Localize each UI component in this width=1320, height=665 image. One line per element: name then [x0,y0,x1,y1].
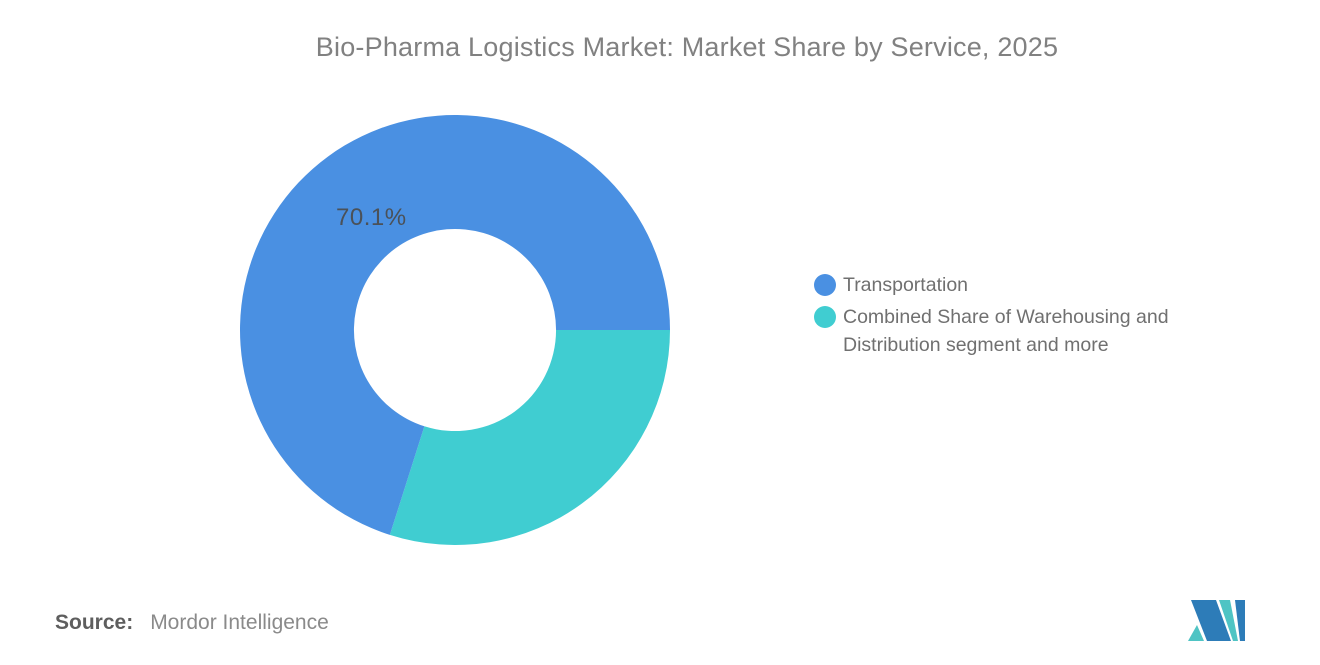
logo-shape-teal-stripe [1219,600,1238,641]
donut-slice-transportation[interactable] [240,115,670,535]
mordor-intelligence-logo [1188,600,1245,641]
source-line: Source: Mordor Intelligence [55,611,329,635]
source-prefix: Source: [55,611,134,634]
legend-item-transportation[interactable]: Transportation [814,271,1234,299]
legend: Transportation Combined Share of Warehou… [814,271,1234,359]
source-text: Mordor Intelligence [150,611,329,634]
legend-item-warehousing-distribution[interactable]: Combined Share of Warehousing and Distri… [814,303,1234,359]
legend-label-warehousing: Combined Share of Warehousing and Distri… [843,306,1169,356]
logo-shape-teal-triangle [1188,625,1204,641]
legend-marker-transportation-icon [814,274,836,296]
legend-label-transportation: Transportation [843,274,969,296]
chart-title: Bio-Pharma Logistics Market: Market Shar… [315,32,1059,62]
legend-marker-warehousing-icon [814,306,836,328]
logo-shape-blue-stripe [1191,600,1231,641]
donut-svg [240,115,670,545]
data-label-transportation: 70.1% [336,204,407,231]
donut-slice-combined[interactable] [389,330,670,545]
logo-shape-blue-right [1235,600,1245,641]
donut-chart: 70.1% [240,115,670,545]
